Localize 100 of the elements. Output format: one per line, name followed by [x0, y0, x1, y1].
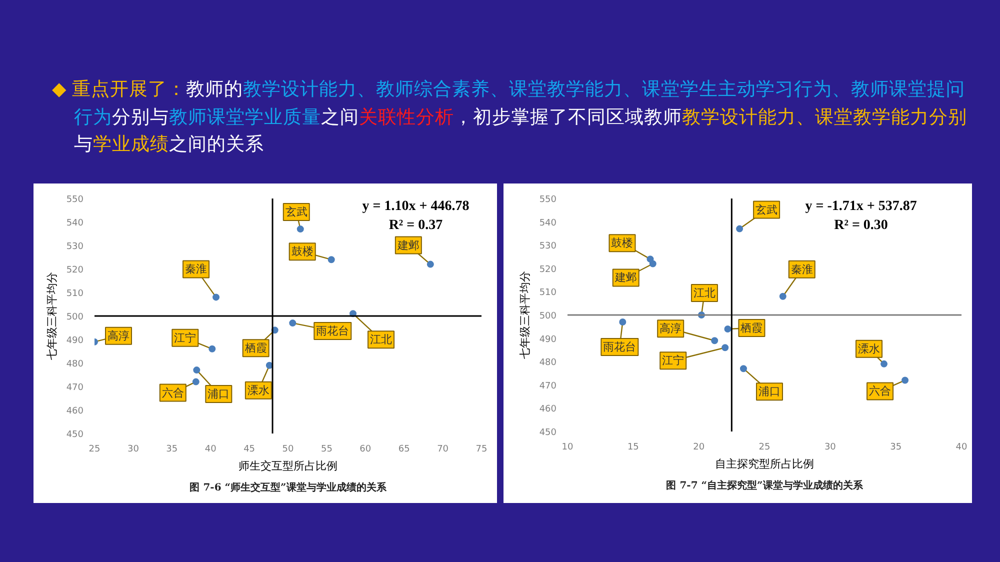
annotation: 高淳: [660, 322, 682, 336]
y-tick-label: 490: [66, 336, 84, 346]
annotation: y = -1.71x + 537.87: [805, 199, 917, 214]
text: 图 7-6 “师生交互型”课堂与学业成绩的关系: [190, 482, 388, 494]
x-tick-label: 40: [956, 442, 968, 452]
y-tick-label: 540: [539, 218, 557, 228]
point: [724, 325, 732, 332]
x-tick-label: 65: [398, 444, 410, 454]
point: [711, 337, 718, 344]
point: [193, 366, 200, 374]
x-axis-title: 自主探究型所占比例: [715, 458, 814, 470]
point: [880, 360, 888, 368]
x-tick-label: 35: [166, 444, 178, 454]
text: 之间: [321, 106, 359, 130]
point: [722, 344, 729, 352]
x-tick-label: 60: [360, 444, 372, 454]
x-tick-label: 25: [88, 444, 100, 454]
text: 教学设计能力、教师综合素养、课堂教学能力、课堂学生主动学习行为、教师课堂提问: [243, 78, 966, 102]
y-tick-label: 520: [66, 266, 84, 276]
annotation: 江北: [693, 286, 716, 300]
annotation: 高淳: [108, 329, 130, 342]
text: 行为: [74, 106, 112, 130]
point: [646, 256, 654, 263]
y-tick-label: 520: [539, 264, 557, 275]
x-tick-label: 30: [824, 442, 836, 452]
x-tick-label: 50: [282, 444, 294, 454]
x-tick-label: 75: [476, 444, 488, 454]
y-tick-label: 540: [66, 218, 84, 228]
point: [426, 260, 434, 268]
annotation: 鼓楼: [291, 245, 314, 258]
y-tick-label: 450: [66, 430, 84, 440]
annotation: 溧水: [247, 384, 270, 397]
text: ，初步掌握了不同区域教师: [454, 106, 682, 130]
point: [208, 345, 216, 352]
text: 图 7-7 “自主探究型”课堂与学业成绩的关系: [666, 480, 864, 492]
x-tick-label: 30: [127, 444, 140, 454]
annotation: 秦淮: [790, 262, 813, 276]
x-tick-label: 70: [437, 444, 449, 454]
y-tick-label: 450: [539, 428, 557, 438]
x-tick-label: 40: [204, 444, 217, 454]
point: [779, 292, 786, 300]
point: [328, 256, 335, 264]
annotation: 浦口: [758, 385, 780, 398]
point: [289, 320, 296, 327]
y-tick-label: 470: [539, 381, 557, 392]
annotation: 秦淮: [185, 262, 208, 276]
text: 教学设计能力、课堂教学能力分别: [682, 106, 967, 130]
text: ◆ 重点开展了：: [52, 78, 186, 102]
point: [266, 362, 273, 369]
y-tick-label: 460: [66, 406, 84, 416]
annotation: 玄武: [285, 206, 308, 219]
x-tick-label: 45: [244, 444, 256, 454]
text: 教师的: [186, 78, 244, 102]
annotation: 六合: [869, 384, 892, 398]
x-tick-label: 35: [890, 442, 902, 452]
annotation: 浦口: [208, 388, 230, 401]
text: 关联性分析: [359, 106, 454, 130]
annotation: 玄武: [756, 203, 778, 216]
y-tick-label: 550: [539, 195, 557, 205]
y-tick-label: 500: [66, 312, 84, 322]
annotation: R² = 0.37: [388, 218, 443, 234]
y-tick-label: 480: [539, 358, 557, 368]
annotation: 江宁: [174, 331, 196, 344]
point: [619, 318, 626, 326]
annotation: 栖霞: [740, 321, 763, 334]
y-tick-label: 470: [66, 383, 84, 393]
annotation: 江北: [370, 333, 392, 346]
x-tick-label: 55: [320, 444, 332, 454]
y-axis-title: 七年级三科平均分: [518, 271, 532, 359]
y-tick-label: 510: [66, 289, 84, 299]
point: [740, 365, 747, 372]
y-axis-title: 七年级三科平均分: [45, 272, 58, 360]
point: [212, 294, 220, 301]
x-tick-label: 20: [693, 442, 705, 452]
annotation: 六合: [162, 386, 184, 400]
y-tick-label: 510: [539, 288, 557, 298]
annotation: 溧水: [858, 342, 880, 356]
annotation: 雨花台: [603, 340, 636, 354]
y-tick-label: 480: [66, 360, 84, 370]
point: [192, 378, 200, 386]
y-tick-label: 490: [539, 334, 557, 345]
y-tick-label: 530: [539, 242, 557, 252]
x-tick-label: 25: [758, 442, 770, 452]
annotation: 鼓楼: [611, 236, 634, 250]
annotation: y = 1.10x + 446.78: [362, 199, 470, 214]
x-tick-label: 15: [627, 442, 639, 452]
point: [736, 225, 744, 232]
annotation: 建邺: [396, 238, 420, 252]
annotation: 江宁: [662, 354, 684, 368]
y-tick-label: 460: [539, 404, 557, 415]
x-axis-title: 师生交互型所占比例: [238, 460, 338, 472]
point: [296, 226, 304, 233]
text: 学业成绩: [93, 133, 169, 157]
point: [902, 376, 909, 384]
text: 与: [74, 133, 93, 157]
annotation: R² = 0.30: [834, 218, 888, 233]
y-tick-label: 530: [66, 242, 84, 252]
text: 分别与: [112, 106, 169, 130]
annotation: 栖霞: [244, 342, 267, 355]
x-tick-label: 10: [562, 442, 574, 452]
